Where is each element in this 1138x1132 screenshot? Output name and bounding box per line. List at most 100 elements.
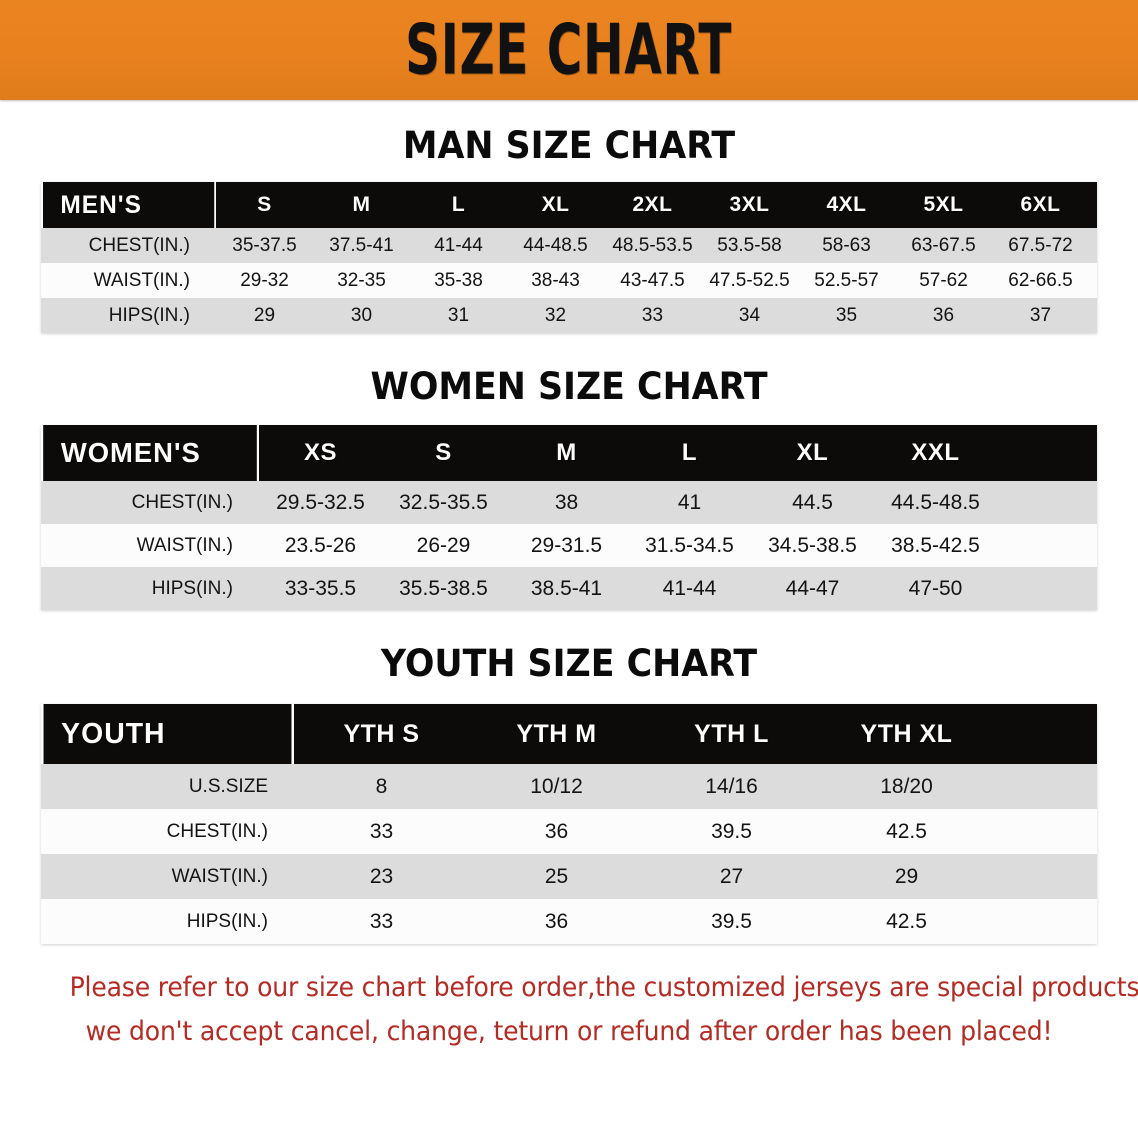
women-cell-chest-xl: 44.5 bbox=[751, 481, 874, 524]
youth-row-label-waist: WAIST(IN.) bbox=[41, 854, 294, 899]
man-header-size-4xl: 4XL bbox=[798, 182, 895, 228]
man-cell-chest-s: 35-37.5 bbox=[216, 228, 313, 263]
youth-cell-ussize-pad bbox=[994, 764, 1097, 809]
women-cell-chest-l: 41 bbox=[628, 481, 751, 524]
women-cell-waist-pad bbox=[997, 524, 1097, 567]
table-row: HIPS(IN.) 29 30 31 32 33 34 35 36 37 bbox=[41, 298, 1097, 333]
women-cell-chest-m: 38 bbox=[505, 481, 628, 524]
man-table-header-row: MEN'S S M L XL 2XL 3XL 4XL 5XL 6XL bbox=[41, 182, 1097, 228]
women-header-size-xs: XS bbox=[259, 425, 382, 481]
women-header-size-m: M bbox=[505, 425, 628, 481]
youth-cell-waist-l: 27 bbox=[644, 854, 819, 899]
man-header-size-5xl: 5XL bbox=[895, 182, 992, 228]
man-cell-hips-6xl: 37 bbox=[992, 298, 1089, 333]
man-header-pad bbox=[1089, 182, 1097, 228]
women-row-label-waist: WAIST(IN.) bbox=[41, 524, 259, 567]
page-title: SIZE CHART bbox=[405, 8, 733, 91]
man-size-table-wrapper: MEN'S S M L XL 2XL 3XL 4XL 5XL 6XL CHEST… bbox=[41, 182, 1097, 333]
youth-header-pad bbox=[994, 704, 1097, 764]
order-policy-disclaimer: Please refer to our size chart before or… bbox=[69, 966, 1138, 1054]
women-header-size-l: L bbox=[628, 425, 751, 481]
man-row-label-chest: CHEST(IN.) bbox=[41, 228, 216, 263]
women-cell-waist-xxl: 38.5-42.5 bbox=[874, 524, 997, 567]
youth-cell-ussize-l: 14/16 bbox=[644, 764, 819, 809]
table-row: WAIST(IN.) 23.5-26 26-29 29-31.5 31.5-34… bbox=[41, 524, 1097, 567]
table-row: CHEST(IN.) 29.5-32.5 32.5-35.5 38 41 44.… bbox=[41, 481, 1097, 524]
man-cell-hips-m: 30 bbox=[313, 298, 410, 333]
man-cell-hips-l: 31 bbox=[410, 298, 507, 333]
women-table-header-row: WOMEN'S XS S M L XL XXL bbox=[41, 425, 1097, 481]
youth-cell-hips-xl: 42.5 bbox=[819, 899, 994, 944]
table-row: HIPS(IN.) 33-35.5 35.5-38.5 38.5-41 41-4… bbox=[41, 567, 1097, 610]
youth-cell-chest-l: 39.5 bbox=[644, 809, 819, 854]
table-row: WAIST(IN.) 29-32 32-35 35-38 38-43 43-47… bbox=[41, 263, 1097, 298]
youth-row-label-hips: HIPS(IN.) bbox=[41, 899, 294, 944]
youth-cell-chest-s: 33 bbox=[294, 809, 469, 854]
youth-cell-hips-s: 33 bbox=[294, 899, 469, 944]
man-cell-hips-pad bbox=[1089, 298, 1097, 333]
women-header-pad bbox=[997, 425, 1097, 481]
man-cell-waist-2xl: 43-47.5 bbox=[604, 263, 701, 298]
man-cell-waist-6xl: 62-66.5 bbox=[992, 263, 1089, 298]
women-cell-waist-xl: 34.5-38.5 bbox=[751, 524, 874, 567]
women-cell-hips-xs: 33-35.5 bbox=[259, 567, 382, 610]
women-cell-chest-pad bbox=[997, 481, 1097, 524]
man-cell-waist-xl: 38-43 bbox=[507, 263, 604, 298]
disclaimer-line-2: we don't accept cancel, change, teturn o… bbox=[85, 1016, 1053, 1047]
women-cell-chest-xxl: 44.5-48.5 bbox=[874, 481, 997, 524]
youth-cell-ussize-xl: 18/20 bbox=[819, 764, 994, 809]
man-cell-waist-5xl: 57-62 bbox=[895, 263, 992, 298]
youth-size-table-wrapper: YOUTH YTH S YTH M YTH L YTH XL U.S.SIZE … bbox=[41, 704, 1097, 944]
women-size-table-wrapper: WOMEN'S XS S M L XL XXL CHEST(IN.) 29.5-… bbox=[41, 425, 1097, 610]
man-header-size-2xl: 2XL bbox=[604, 182, 701, 228]
man-header-size-6xl: 6XL bbox=[992, 182, 1089, 228]
women-cell-hips-s: 35.5-38.5 bbox=[382, 567, 505, 610]
women-row-label-hips: HIPS(IN.) bbox=[41, 567, 259, 610]
man-row-label-waist: WAIST(IN.) bbox=[41, 263, 216, 298]
women-cell-hips-xxl: 47-50 bbox=[874, 567, 997, 610]
women-cell-hips-xl: 44-47 bbox=[751, 567, 874, 610]
man-header-label: MEN'S bbox=[42, 182, 215, 228]
women-cell-chest-xs: 29.5-32.5 bbox=[259, 481, 382, 524]
women-cell-chest-s: 32.5-35.5 bbox=[382, 481, 505, 524]
women-cell-waist-s: 26-29 bbox=[382, 524, 505, 567]
youth-header-size-l: YTH L bbox=[644, 704, 819, 764]
man-cell-waist-s: 29-32 bbox=[216, 263, 313, 298]
women-section-title: WOMEN SIZE CHART bbox=[370, 365, 768, 408]
man-cell-waist-pad bbox=[1089, 263, 1097, 298]
man-cell-chest-xl: 44-48.5 bbox=[507, 228, 604, 263]
man-header-size-s: S bbox=[216, 182, 313, 228]
youth-cell-hips-pad bbox=[994, 899, 1097, 944]
man-cell-hips-2xl: 33 bbox=[604, 298, 701, 333]
youth-table-header-row: YOUTH YTH S YTH M YTH L YTH XL bbox=[41, 704, 1097, 764]
table-row: CHEST(IN.) 33 36 39.5 42.5 bbox=[41, 809, 1097, 854]
man-header-size-3xl: 3XL bbox=[701, 182, 798, 228]
man-cell-hips-s: 29 bbox=[216, 298, 313, 333]
women-header-size-xl: XL bbox=[751, 425, 874, 481]
women-cell-waist-m: 29-31.5 bbox=[505, 524, 628, 567]
women-cell-hips-m: 38.5-41 bbox=[505, 567, 628, 610]
disclaimer-line-1: Please refer to our size chart before or… bbox=[69, 972, 1138, 1003]
youth-cell-waist-m: 25 bbox=[469, 854, 644, 899]
youth-cell-ussize-m: 10/12 bbox=[469, 764, 644, 809]
man-cell-waist-l: 35-38 bbox=[410, 263, 507, 298]
youth-size-table: YOUTH YTH S YTH M YTH L YTH XL U.S.SIZE … bbox=[41, 704, 1097, 944]
women-cell-waist-xs: 23.5-26 bbox=[259, 524, 382, 567]
man-size-table: MEN'S S M L XL 2XL 3XL 4XL 5XL 6XL CHEST… bbox=[41, 182, 1097, 333]
man-cell-waist-m: 32-35 bbox=[313, 263, 410, 298]
youth-cell-hips-m: 36 bbox=[469, 899, 644, 944]
man-section-title: MAN SIZE CHART bbox=[402, 124, 736, 167]
youth-cell-chest-m: 36 bbox=[469, 809, 644, 854]
youth-header-label: YOUTH bbox=[43, 704, 292, 764]
man-cell-chest-5xl: 63-67.5 bbox=[895, 228, 992, 263]
table-row: U.S.SIZE 8 10/12 14/16 18/20 bbox=[41, 764, 1097, 809]
youth-cell-chest-pad bbox=[994, 809, 1097, 854]
women-header-size-s: S bbox=[382, 425, 505, 481]
women-row-label-chest: CHEST(IN.) bbox=[41, 481, 259, 524]
youth-cell-ussize-s: 8 bbox=[294, 764, 469, 809]
man-row-label-hips: HIPS(IN.) bbox=[41, 298, 216, 333]
man-cell-hips-5xl: 36 bbox=[895, 298, 992, 333]
man-cell-chest-2xl: 48.5-53.5 bbox=[604, 228, 701, 263]
youth-cell-waist-xl: 29 bbox=[819, 854, 994, 899]
youth-section-title: YOUTH SIZE CHART bbox=[380, 642, 758, 685]
